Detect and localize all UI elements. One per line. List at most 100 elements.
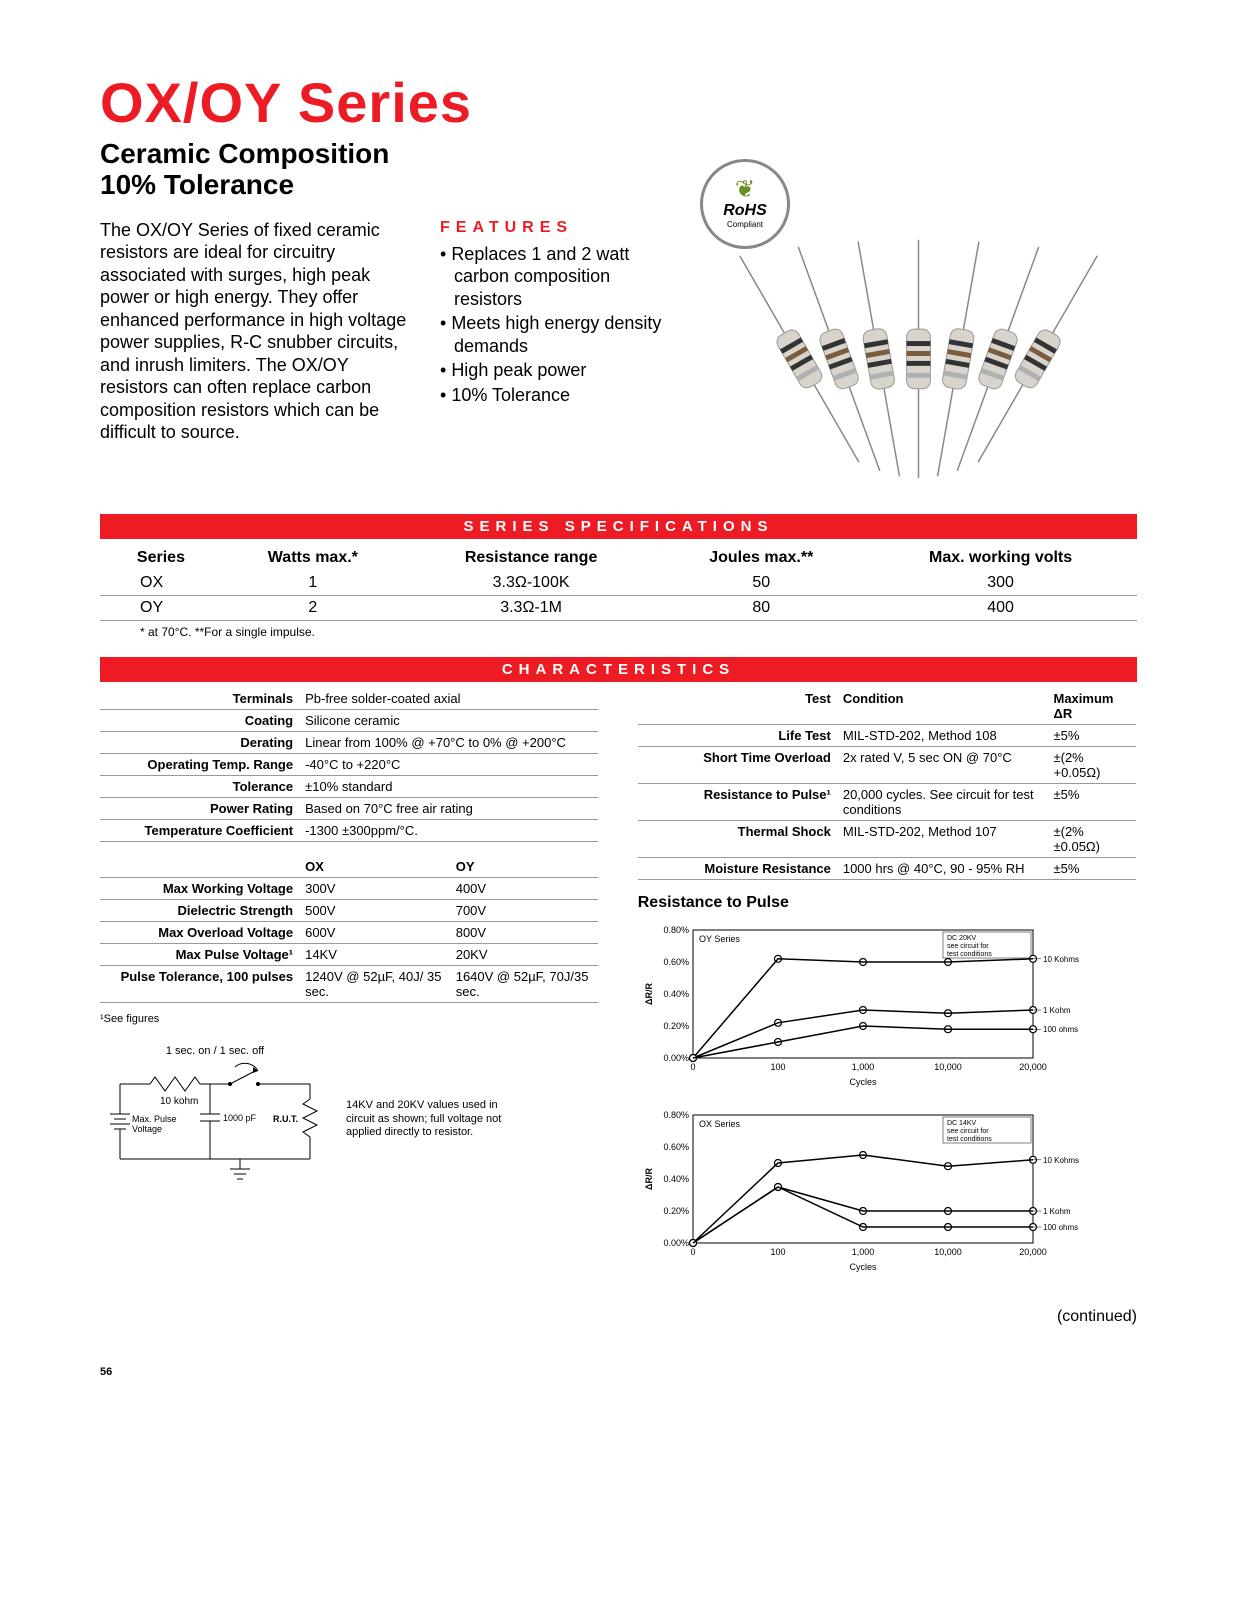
circuit-block: 1 sec. on / 1 sec. off 10 kohm <box>100 1045 598 1194</box>
svg-text:10,000: 10,000 <box>934 1247 962 1257</box>
svg-text:ΔR/R: ΔR/R <box>644 982 654 1004</box>
test-row: Thermal ShockMIL-STD-202, Method 107±(2%… <box>638 820 1136 857</box>
test-header: Test <box>638 688 837 725</box>
svg-text:100: 100 <box>770 1247 785 1257</box>
char-row: Temperature Coefficient-1300 ±300ppm/°C. <box>100 819 598 841</box>
test-cell: MIL-STD-202, Method 107 <box>837 820 1048 857</box>
intro-text: The OX/OY Series of fixed ceramic resist… <box>100 219 410 484</box>
voltage-cell: 700V <box>450 899 598 921</box>
voltage-cell: Max Pulse Voltage¹ <box>100 943 299 965</box>
svg-text:OY Series: OY Series <box>699 934 740 944</box>
chart-ox: 0.00%0.20%0.40%0.60%0.80%01001,00010,000… <box>638 1103 1118 1273</box>
characteristics-right: TestConditionMaximum ΔRLife TestMIL-STD-… <box>638 688 1136 1288</box>
svg-text:0.40%: 0.40% <box>663 989 689 999</box>
voltage-header-row: OXOY <box>100 856 598 878</box>
voltage-header: OX <box>299 856 450 878</box>
svg-text:0.20%: 0.20% <box>663 1021 689 1031</box>
svg-text:DC 20KV: DC 20KV <box>947 935 977 942</box>
circuit-diagram: 1 sec. on / 1 sec. off 10 kohm <box>100 1045 330 1194</box>
test-cell: ±5% <box>1047 724 1135 746</box>
svg-text:10,000: 10,000 <box>934 1062 962 1072</box>
spec-cell: 3.3Ω-1M <box>404 595 659 620</box>
svg-text:Cycles: Cycles <box>849 1077 877 1087</box>
spec-cell: 1 <box>222 571 404 596</box>
char-value: ±10% standard <box>299 775 598 797</box>
voltage-cell: 600V <box>299 921 450 943</box>
char-value: Silicone ceramic <box>299 709 598 731</box>
features-list: Replaces 1 and 2 watt carbon composition… <box>440 243 670 407</box>
series-spec-bar: SERIES SPECIFICATIONS <box>100 514 1137 539</box>
svg-text:test conditions: test conditions <box>947 951 992 958</box>
char-left-table: TerminalsPb-free solder-coated axialCoat… <box>100 688 598 842</box>
voltage-cell: Dielectric Strength <box>100 899 299 921</box>
test-cell: Short Time Overload <box>638 746 837 783</box>
subtitle-line-2: 10% Tolerance <box>100 169 294 200</box>
voltage-cell: 400V <box>450 877 598 899</box>
circuit-rut-label: R.U.T. <box>273 1114 298 1124</box>
char-value: -1300 ±300ppm/°C. <box>299 819 598 841</box>
rohs-compliant: Compliant <box>727 220 763 229</box>
voltage-row: Pulse Tolerance, 100 pulses1240V @ 52µF,… <box>100 965 598 1002</box>
test-header: Maximum ΔR <box>1047 688 1135 725</box>
feature-item: High peak power <box>440 359 670 382</box>
svg-text:0.60%: 0.60% <box>663 957 689 967</box>
voltage-cell: Max Working Voltage <box>100 877 299 899</box>
svg-text:1 Kohm: 1 Kohm <box>1043 1006 1071 1015</box>
spec-cell: 80 <box>658 595 864 620</box>
rohs-badge: ❦ RoHS Compliant <box>700 159 790 249</box>
svg-text:0.20%: 0.20% <box>663 1206 689 1216</box>
spec-cell: 400 <box>864 595 1137 620</box>
svg-text:0.80%: 0.80% <box>663 1110 689 1120</box>
svg-text:1,000: 1,000 <box>851 1247 874 1257</box>
resistor-illustration <box>700 219 1137 479</box>
voltage-cell: Max Overload Voltage <box>100 921 299 943</box>
spec-cell: OY <box>100 595 222 620</box>
spec-footnote: * at 70°C. **For a single impulse. <box>100 625 1137 639</box>
test-cell: 2x rated V, 5 sec ON @ 70°C <box>837 746 1048 783</box>
test-cell: MIL-STD-202, Method 108 <box>837 724 1048 746</box>
test-row: Moisture Resistance1000 hrs @ 40°C, 90 -… <box>638 857 1136 879</box>
spec-cell: 50 <box>658 571 864 596</box>
test-row: Short Time Overload2x rated V, 5 sec ON … <box>638 746 1136 783</box>
voltage-cell: 800V <box>450 921 598 943</box>
characteristics-row: TerminalsPb-free solder-coated axialCoat… <box>100 688 1137 1288</box>
page-title: OX/OY Series <box>100 70 1137 135</box>
svg-text:10 Kohms: 10 Kohms <box>1043 1155 1079 1164</box>
test-cell: ±5% <box>1047 857 1135 879</box>
voltage-row: Max Working Voltage300V400V <box>100 877 598 899</box>
circuit-src-label: Max. PulseVoltage <box>132 1114 177 1134</box>
spec-table: SeriesWatts max.*Resistance rangeJoules … <box>100 545 1137 621</box>
svg-text:0.80%: 0.80% <box>663 925 689 935</box>
test-cell: Thermal Shock <box>638 820 837 857</box>
svg-text:Cycles: Cycles <box>849 1262 877 1272</box>
characteristics-left: TerminalsPb-free solder-coated axialCoat… <box>100 688 598 1288</box>
spec-row: OX13.3Ω-100K50300 <box>100 571 1137 596</box>
chart-oy: 0.00%0.20%0.40%0.60%0.80%01001,00010,000… <box>638 918 1118 1088</box>
voltage-cell: 20KV <box>450 943 598 965</box>
test-header: Condition <box>837 688 1048 725</box>
feature-item: 10% Tolerance <box>440 384 670 407</box>
svg-text:100: 100 <box>770 1062 785 1072</box>
spec-header: Watts max.* <box>222 545 404 571</box>
svg-text:OX Series: OX Series <box>699 1119 741 1129</box>
features-heading: FEATURES <box>440 219 670 237</box>
circuit-cap-label: 1000 pF <box>223 1113 257 1123</box>
char-value: Linear from 100% @ +70°C to 0% @ +200°C <box>299 731 598 753</box>
char-value: Pb-free solder-coated axial <box>299 688 598 710</box>
char-row: CoatingSilicone ceramic <box>100 709 598 731</box>
spec-cell: 3.3Ω-100K <box>404 571 659 596</box>
spec-cell: 2 <box>222 595 404 620</box>
feature-item: Meets high energy density demands <box>440 312 670 357</box>
svg-text:1,000: 1,000 <box>851 1062 874 1072</box>
leaf-icon: ❦ <box>735 178 755 202</box>
char-row: Tolerance±10% standard <box>100 775 598 797</box>
voltage-header <box>100 856 299 878</box>
voltage-row: Max Overload Voltage600V800V <box>100 921 598 943</box>
spec-header: Resistance range <box>404 545 659 571</box>
see-figures-note: ¹See figures <box>100 1013 598 1025</box>
svg-text:0.00%: 0.00% <box>663 1053 689 1063</box>
char-row: DeratingLinear from 100% @ +70°C to 0% @… <box>100 731 598 753</box>
spec-header: Series <box>100 545 222 571</box>
voltage-header: OY <box>450 856 598 878</box>
voltage-cell: 1240V @ 52µF, 40J/ 35 sec. <box>299 965 450 1002</box>
